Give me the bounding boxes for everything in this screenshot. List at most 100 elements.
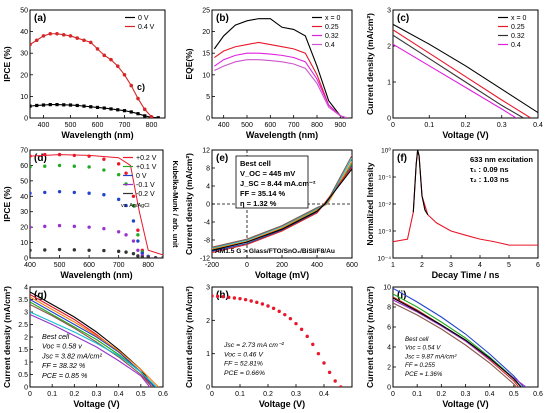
plot-area bbox=[393, 23, 538, 118]
y-tick-label: 3 bbox=[387, 8, 391, 15]
data-point bbox=[333, 379, 337, 383]
data-point bbox=[75, 36, 80, 40]
data-point bbox=[305, 334, 309, 339]
annotation-text: Jsc = 9.87 mA/cm² bbox=[404, 353, 457, 360]
x-tick-label: 400 bbox=[218, 122, 230, 129]
data-point bbox=[41, 103, 46, 107]
panel-label: (g) bbox=[34, 290, 47, 301]
data-point bbox=[68, 103, 73, 107]
data-point bbox=[131, 219, 136, 223]
y-tick-label: 2 bbox=[387, 365, 391, 372]
y-tick-label: 25 bbox=[202, 8, 210, 15]
data-point bbox=[82, 38, 86, 43]
data-point bbox=[43, 224, 47, 229]
x-tick-label: 0.1 bbox=[424, 122, 434, 129]
data-point bbox=[215, 294, 220, 299]
series-line-5 bbox=[393, 297, 522, 387]
data-point bbox=[212, 294, 214, 298]
data-point bbox=[136, 248, 140, 252]
x-tick-label: 0.3 bbox=[497, 122, 507, 129]
y-tick-label: 10⁻² bbox=[378, 202, 392, 209]
data-point bbox=[34, 38, 39, 43]
y2-axis-label: Kubelka-Munk / arb. unit bbox=[171, 160, 180, 248]
y-axis-label: IPCE (%) bbox=[2, 186, 12, 222]
data-point bbox=[327, 370, 332, 375]
plot-frame bbox=[29, 149, 164, 259]
data-point bbox=[339, 385, 343, 387]
plot-area bbox=[393, 287, 527, 387]
data-point bbox=[122, 109, 127, 113]
panel-h: 0 0.1 0.2 0.3 0.4 0 1 2 3 Voltage (V) Current dens… bbox=[184, 285, 353, 409]
y-tick-label: 60 bbox=[20, 163, 28, 170]
legend-label: +0.1 V bbox=[136, 164, 157, 171]
x-tick-label: 0.5 bbox=[136, 391, 146, 398]
panel-label: (c) bbox=[397, 13, 409, 24]
y-tick-label: 0 bbox=[24, 256, 28, 263]
data-point bbox=[131, 203, 136, 208]
data-point bbox=[277, 309, 281, 314]
legend-label: 0 V bbox=[138, 15, 149, 22]
y-tick-label: 5 bbox=[206, 94, 210, 101]
data-point bbox=[57, 189, 62, 194]
series-line-0 bbox=[393, 287, 524, 387]
legend-label: x = 0 bbox=[325, 15, 340, 22]
x-axis-label: Voltage (V) bbox=[442, 399, 488, 409]
legend-label: -0.2 V bbox=[136, 191, 155, 198]
data-point bbox=[116, 162, 121, 166]
y-tick-label: 8 bbox=[206, 166, 210, 173]
x-tick-label: 800 bbox=[142, 262, 154, 269]
data-point bbox=[316, 351, 321, 356]
data-point bbox=[102, 157, 106, 161]
stack-label: AM1.5 G > Glass/FTO/SnO₂/BiSI/F8/Au bbox=[215, 248, 335, 255]
data-point bbox=[57, 247, 62, 252]
x-tick-label: 0.1 bbox=[47, 391, 57, 398]
x-tick-label: 0.2 bbox=[436, 391, 446, 398]
y-tick-label: 3.5 bbox=[18, 297, 28, 304]
x-tick-label: 400 bbox=[38, 122, 50, 129]
x-tick-label: 500 bbox=[241, 122, 253, 129]
y-tick-label: 10⁻³ bbox=[378, 229, 392, 236]
data-point bbox=[43, 164, 47, 168]
y-tick-label: -12 bbox=[200, 256, 210, 263]
x-tick-label: 600 bbox=[264, 122, 276, 129]
series-line-1 bbox=[412, 150, 429, 216]
data-point bbox=[48, 103, 52, 107]
x-tick-label: 0.4 bbox=[533, 122, 543, 129]
data-point bbox=[43, 190, 47, 195]
annotation-text: η = 1.32 % bbox=[240, 199, 277, 208]
annotation-text: FF = 38.32 % bbox=[42, 361, 86, 370]
data-point bbox=[30, 248, 32, 252]
data-point bbox=[116, 172, 121, 177]
annotation-text: Best cell bbox=[240, 159, 271, 168]
y-tick-label: 30 bbox=[20, 209, 28, 216]
annotation-text: Best cell bbox=[405, 336, 429, 343]
data-point bbox=[57, 163, 62, 168]
annotation-text: Jsc = 2.73 mA cm⁻² bbox=[223, 342, 285, 349]
y-tick-label: 10 bbox=[383, 285, 391, 292]
x-axis-label: Wavelength (nm) bbox=[246, 130, 318, 140]
data-point bbox=[124, 233, 128, 237]
y-tick-label: 10⁻⁴ bbox=[378, 256, 392, 263]
data-point bbox=[30, 191, 32, 195]
x-tick-label: 0 bbox=[245, 262, 249, 269]
panel-a: 400 500 600 700 800 0 10 20 30 40 50 Wavelength (nm… bbox=[2, 8, 166, 140]
data-point bbox=[294, 321, 298, 326]
x-tick-label: 0.1 bbox=[235, 391, 245, 398]
data-point bbox=[102, 226, 106, 231]
x-tick-label: 5 bbox=[507, 262, 511, 269]
annotation-text: Voc = 0.46 V bbox=[224, 351, 264, 358]
x-tick-label: 0.3 bbox=[291, 391, 301, 398]
series-line-1 bbox=[393, 29, 532, 118]
legend-label: +0.2 V bbox=[136, 155, 157, 162]
x-tick-label: 900 bbox=[334, 122, 346, 129]
panel-b: 400 500 600 700 800 900 0 5 10 15 20 25 Wavelength (… bbox=[184, 8, 353, 140]
annotation-text: FF = 52.81% bbox=[224, 361, 263, 368]
y-tick-label: 1 bbox=[387, 80, 391, 87]
y-tick-label: 2 bbox=[206, 318, 210, 325]
x-tick-label: 6 bbox=[536, 262, 540, 269]
data-point bbox=[102, 193, 106, 197]
series-line-6 bbox=[30, 311, 157, 387]
legend-label: 0.25 bbox=[511, 24, 525, 31]
y-tick-label: 1 bbox=[206, 351, 210, 358]
series-line-0 bbox=[393, 150, 538, 246]
